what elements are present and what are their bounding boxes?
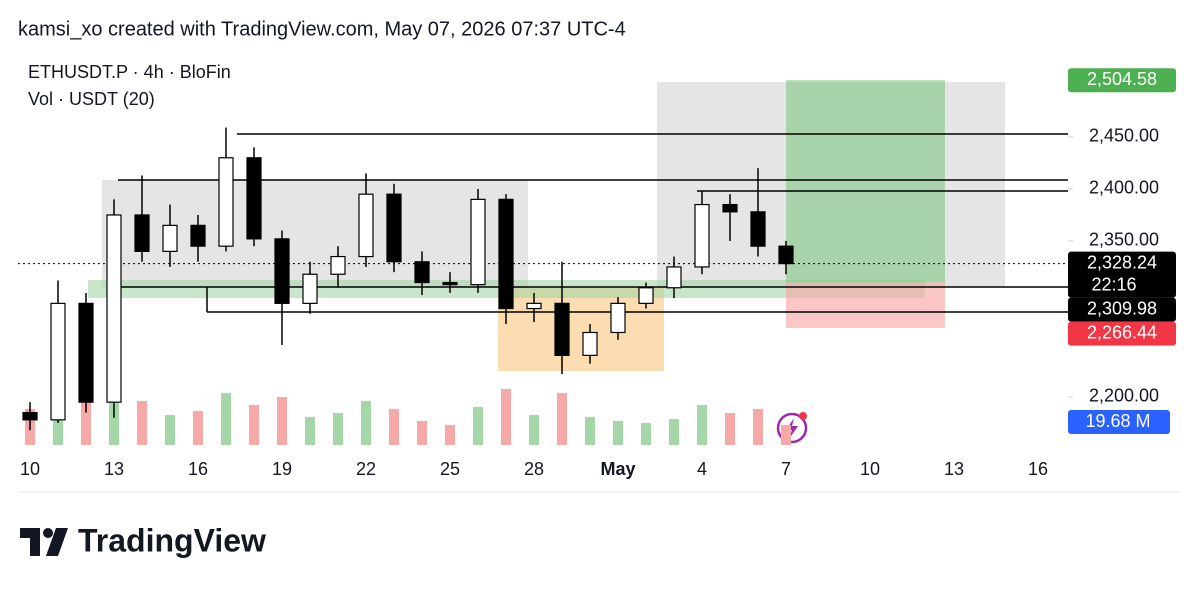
- candle-body: [722, 203, 738, 213]
- volume-bar: [725, 413, 735, 445]
- alert-dot: [799, 412, 807, 420]
- x-tick-label: May: [600, 459, 635, 479]
- volume-bar: [529, 415, 539, 445]
- candle-body: [470, 198, 486, 286]
- y-tick-label: 2,450.00: [1089, 126, 1159, 146]
- volume-bar: [277, 397, 287, 445]
- volume-bar: [305, 417, 315, 445]
- candle-body: [162, 224, 178, 252]
- x-tick-label: 10: [860, 459, 880, 479]
- symbol-legend: ETHUSDT.P · 4h · BloFin: [28, 62, 231, 82]
- x-tick-label: 4: [697, 459, 707, 479]
- x-tick-label: 7: [781, 459, 791, 479]
- candle-body: [778, 245, 794, 265]
- volume-bar: [473, 407, 483, 445]
- candle-body: [302, 273, 318, 304]
- volume-bar: [501, 389, 511, 445]
- volume-bar: [389, 409, 399, 445]
- candle-body: [610, 302, 626, 334]
- price-label: 2,504.58: [1087, 69, 1157, 89]
- price-label: 2,328.24: [1087, 252, 1157, 272]
- candle-body: [526, 302, 542, 310]
- x-tick-label: 22: [356, 459, 376, 479]
- volume-bar: [445, 425, 455, 445]
- candle-body: [442, 281, 458, 286]
- volume-bar: [753, 409, 763, 445]
- brand-logo: [20, 528, 68, 556]
- price-label-box: [1068, 68, 1176, 93]
- volume-bar: [361, 401, 371, 445]
- volume-bar: [333, 413, 343, 445]
- volume-bar: [697, 405, 707, 445]
- x-tick-label: 25: [440, 459, 460, 479]
- volume-bar: [641, 423, 651, 445]
- price-label-box: [1068, 251, 1176, 298]
- x-tick-label: 19: [272, 459, 292, 479]
- candle-body: [498, 198, 514, 310]
- candle-body: [666, 266, 682, 289]
- candle-body: [638, 287, 654, 304]
- price-label: 2,309.98: [1087, 298, 1157, 318]
- x-tick-label: 16: [1028, 459, 1048, 479]
- candle-body: [274, 238, 290, 304]
- candle-body: [190, 224, 206, 247]
- logo-part: [20, 528, 40, 556]
- x-tick-label: 16: [188, 459, 208, 479]
- x-tick-label: 10: [20, 459, 40, 479]
- volume-bar: [781, 425, 791, 445]
- volume-bar: [669, 419, 679, 445]
- y-tick-label: 2,350.00: [1089, 230, 1159, 250]
- volume-bar: [249, 405, 259, 445]
- stop-zone: [786, 282, 945, 328]
- candle-body: [50, 302, 66, 421]
- volume-bar: [137, 401, 147, 445]
- volume-bar: [165, 415, 175, 445]
- y-tick-label: 2,200.00: [1089, 386, 1159, 406]
- price-label-box: [1068, 297, 1176, 322]
- header: kamsi_xo created with TradingView.com, M…: [18, 18, 626, 40]
- countdown: 22:16: [1091, 274, 1136, 294]
- candle-body: [330, 255, 346, 275]
- candle-body: [78, 302, 94, 403]
- price-label: 2,266.44: [1087, 322, 1157, 342]
- candle-body: [414, 261, 430, 284]
- candle-body: [750, 211, 766, 247]
- y-tick-label: 2,400.00: [1089, 178, 1159, 198]
- volume-bar: [585, 417, 595, 445]
- volume-bar: [557, 393, 567, 445]
- x-tick-label: 28: [524, 459, 544, 479]
- x-tick-label: 13: [944, 459, 964, 479]
- volume-ma-box: [1068, 410, 1170, 434]
- alert-bolt: [786, 418, 798, 439]
- volume-ma-label: 19.68 M: [1085, 411, 1150, 431]
- logo-part: [46, 528, 68, 556]
- candle-body: [694, 203, 710, 268]
- x-tick-label: 13: [104, 459, 124, 479]
- candle-body: [358, 193, 374, 258]
- volume-bar: [221, 393, 231, 445]
- candle-body: [218, 157, 234, 247]
- price-label-box: [1068, 321, 1176, 346]
- volume-legend: Vol · USDT (20): [28, 89, 155, 109]
- candle-body: [246, 157, 262, 240]
- zone-box: [498, 287, 664, 371]
- candle-body: [554, 302, 570, 356]
- volume-bar: [417, 421, 427, 445]
- volume-bar: [613, 421, 623, 445]
- candle-body: [134, 214, 150, 252]
- candle-body: [22, 411, 38, 421]
- candle-body: [106, 214, 122, 403]
- brand: TradingView: [78, 522, 266, 558]
- volume-bar: [81, 395, 91, 445]
- trend-lines: [108, 133, 1068, 313]
- logo-part: [43, 528, 53, 538]
- candle-body: [386, 193, 402, 263]
- candle-body: [582, 331, 598, 356]
- target-zone: [786, 80, 945, 283]
- volume-bar: [193, 411, 203, 445]
